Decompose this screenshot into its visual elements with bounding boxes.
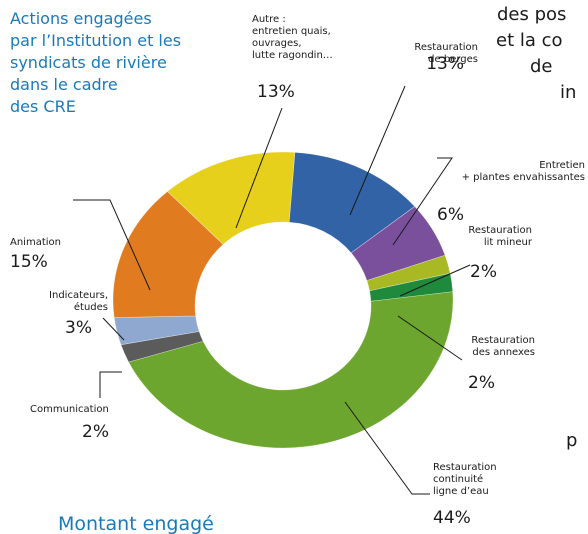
value-label: 2% [468,373,495,393]
leader-line [392,157,453,246]
value-label: 2% [82,422,109,442]
leader-line [399,264,471,297]
text-fragment: et la co [496,30,563,51]
leader-line [73,199,151,291]
slice-label: Communication [30,404,109,415]
value-label: 6% [437,205,464,225]
value-label: 3% [65,318,92,338]
value-label: 15% [10,252,48,272]
slice-label: Restauration des annexes [471,335,535,358]
slice [167,151,296,245]
slice-label: Autre : entretien quais, ouvrages, lutte… [252,14,333,61]
text-fragment: p [566,430,578,451]
leader-line [397,315,463,361]
value-label: 13% [426,54,464,74]
slice-label: Indicateurs, études [49,290,108,313]
slice-label: Restauration lit mineur [468,225,532,248]
slice-label: Animation [10,237,61,248]
slice [128,291,454,449]
text-fragment: de [530,56,553,77]
value-label: 13% [257,82,295,102]
value-label: 44% [433,508,471,528]
leader-line [102,317,125,341]
chart-subtitle: Montant engagé [58,513,214,534]
leader-line [99,371,122,398]
chart-title: Actions engagées par l’Institution et le… [10,9,182,116]
text-fragment: des pos [497,4,567,25]
leader-line [235,107,283,229]
slice-label: Entretien + plantes envahissantes [461,160,585,183]
slice-label: Restauration de berges [414,42,478,65]
value-label: 2% [470,262,497,282]
leader-line [349,85,406,216]
slice-label: Restauration continuité ligne d’eau [433,462,497,497]
text-fragment: in [560,82,577,103]
leader-line [344,401,430,495]
